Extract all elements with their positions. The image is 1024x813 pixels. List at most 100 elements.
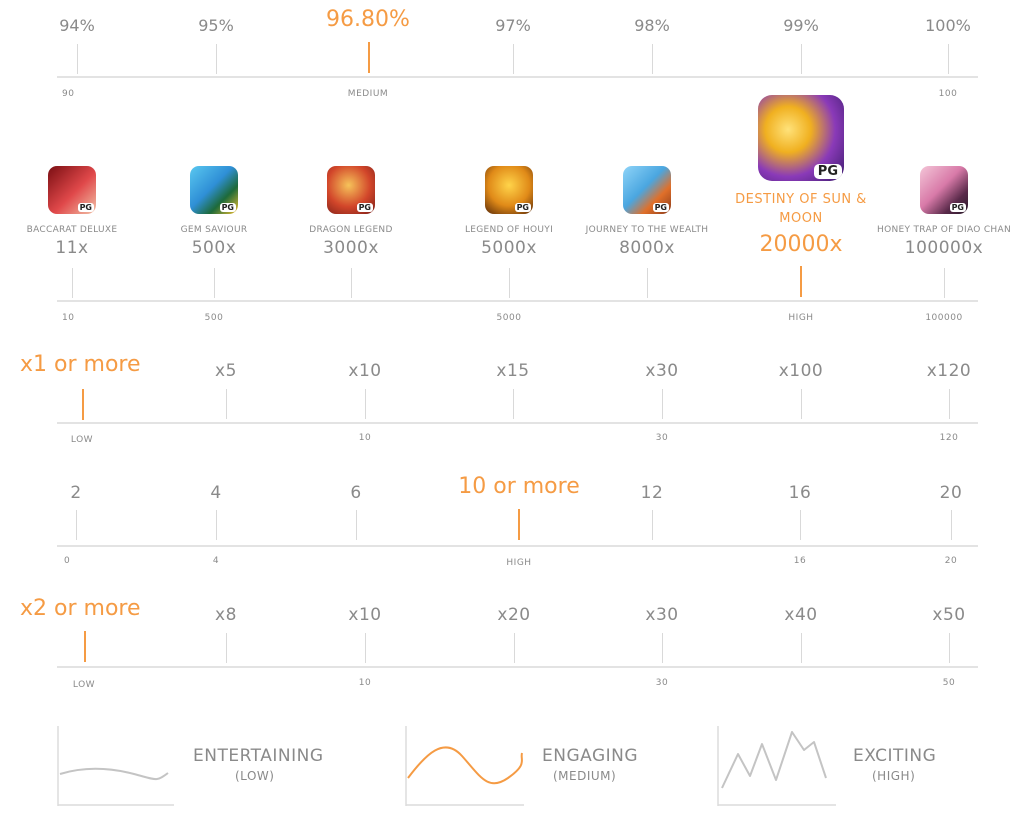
pg-badge: PG: [77, 203, 94, 212]
scale-label: 500: [204, 313, 224, 323]
tick: [801, 389, 802, 419]
game-multiplier: 5000x: [481, 238, 537, 258]
tick: [801, 633, 802, 663]
pg-badge: PG: [652, 203, 669, 212]
rtp-selected-label: 96.80%: [326, 7, 410, 32]
row-3-label: x30: [645, 361, 679, 381]
selected-tick: [368, 42, 370, 73]
row-3-label: x5: [215, 361, 237, 381]
game-name: HONEY TRAP OF DIAO CHAN: [877, 225, 1011, 235]
tick: [216, 44, 217, 74]
tick: [949, 633, 950, 663]
game-name-selected: DESTINY OF SUN & MOON: [735, 192, 867, 226]
selected-tick: [518, 509, 520, 540]
tick: [662, 633, 663, 663]
tick: [513, 44, 514, 74]
scale-line: [57, 545, 978, 547]
row-4-label: 20: [939, 483, 963, 503]
low-curve-icon: [57, 726, 174, 806]
scale-line: [57, 422, 978, 424]
game-multiplier: 3000x: [323, 238, 379, 258]
scale-label: 4: [212, 556, 220, 566]
scale-label: 16: [793, 556, 807, 566]
selected-tick: [84, 631, 86, 662]
row-5-label: x30: [645, 605, 679, 625]
game-name: GEM SAVIOUR: [180, 225, 248, 235]
pg-badge: PG: [813, 164, 842, 179]
dragon-legend-icon[interactable]: PG: [327, 166, 375, 214]
tick: [351, 268, 352, 298]
tick: [652, 44, 653, 74]
scale-label: 10: [62, 313, 75, 323]
row-5-selected-label: x2 or more: [20, 596, 141, 621]
tick: [513, 389, 514, 419]
game-multiplier: 8000x: [619, 238, 675, 258]
tick: [226, 633, 227, 663]
scale-label: 20: [944, 556, 958, 566]
game-multiplier: 11x: [55, 238, 89, 258]
scale-label: 120: [939, 433, 959, 443]
pg-badge: PG: [356, 203, 373, 212]
high-volatility-title: EXCITING: [853, 746, 937, 766]
pg-badge: PG: [514, 203, 531, 212]
tick: [514, 633, 515, 663]
rtp-label: 94%: [59, 16, 95, 35]
row-3-label: x15: [496, 361, 530, 381]
baccarat-deluxe-icon[interactable]: PG: [48, 166, 96, 214]
row-4-label: 4: [210, 483, 222, 503]
gem-saviour-icon[interactable]: PG: [190, 166, 238, 214]
tick: [647, 268, 648, 298]
tick: [800, 510, 801, 540]
scale-label: 100: [938, 89, 958, 99]
tick: [652, 510, 653, 540]
low-volatility-title: ENTERTAINING: [193, 746, 324, 766]
tick: [226, 389, 227, 419]
scale-label: 5000: [496, 313, 522, 323]
scale-label: 50: [942, 678, 956, 688]
row-3-label: x120: [926, 361, 972, 381]
rtp-label: 99%: [783, 16, 819, 35]
pg-badge: PG: [219, 203, 236, 212]
tick: [801, 44, 802, 74]
game-multiplier: 500x: [191, 238, 237, 258]
medium-volatility-sub: (MEDIUM): [553, 769, 617, 783]
scale-label: 0: [64, 556, 71, 566]
rtp-label: 100%: [925, 16, 971, 35]
tick: [951, 510, 952, 540]
tick: [356, 510, 357, 540]
high-volatility-sub: (HIGH): [872, 769, 916, 783]
legend-of-houyi-icon[interactable]: PG: [485, 166, 533, 214]
scale-label: 30: [655, 433, 669, 443]
tick: [72, 268, 73, 298]
row-5-label: x20: [497, 605, 531, 625]
scale-label-selected: MEDIUM: [347, 89, 389, 99]
game-name: JOURNEY TO THE WEALTH: [585, 225, 709, 235]
tick: [365, 633, 366, 663]
row-4-label: 2: [70, 483, 82, 503]
honey-trap-of-diao-chan-icon[interactable]: PG: [920, 166, 968, 214]
scale-label: 90: [62, 89, 75, 99]
tick: [948, 44, 949, 74]
tick: [949, 389, 950, 419]
scale-line: [57, 666, 978, 668]
destiny-of-sun-and-moon-icon[interactable]: PG: [758, 95, 844, 181]
tick: [214, 268, 215, 298]
high-curve-icon: [717, 726, 836, 806]
game-multiplier-selected: 20000x: [759, 232, 843, 257]
row-4-label: 6: [350, 483, 362, 503]
row-4-label: 12: [640, 483, 664, 503]
tick: [944, 268, 945, 298]
journey-to-the-wealth-icon[interactable]: PG: [623, 166, 671, 214]
game-name: BACCARAT DELUXE: [26, 225, 118, 235]
game-name: LEGEND OF HOUYI: [464, 225, 554, 235]
scale-label-selected: HIGH: [788, 313, 814, 323]
rtp-label: 95%: [198, 16, 234, 35]
row-3-label: x10: [348, 361, 382, 381]
row-5-label: x10: [348, 605, 382, 625]
tick: [76, 510, 77, 540]
game-name: DRAGON LEGEND: [309, 225, 393, 235]
low-volatility-sub: (LOW): [235, 769, 275, 783]
row-5-label: x50: [932, 605, 966, 625]
tick: [509, 268, 510, 298]
scale-line: [57, 76, 978, 78]
